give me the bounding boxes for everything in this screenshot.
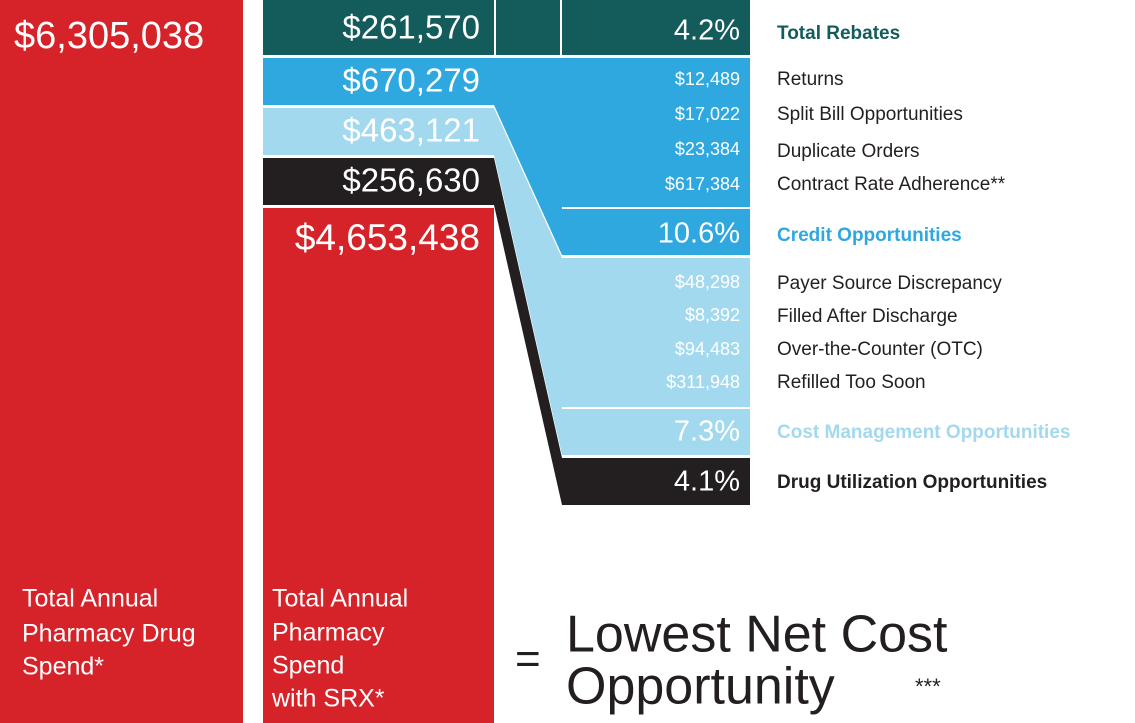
group-percent: 4.1% — [674, 466, 740, 498]
group-box — [562, 0, 750, 55]
connector — [496, 0, 560, 55]
result-line: Lowest Net Cost — [566, 606, 948, 664]
item-value: $94,483 — [675, 339, 740, 359]
group-box — [562, 258, 750, 455]
group-box — [562, 458, 750, 505]
total-spend-amount: $6,305,038 — [14, 15, 204, 57]
group-percent: 4.2% — [674, 15, 740, 47]
item-value: $48,298 — [675, 272, 740, 292]
group-title: Drug Utilization Opportunities — [777, 472, 1047, 493]
connector — [494, 158, 562, 505]
segment — [263, 0, 494, 55]
total-spend-label: Spend* — [22, 653, 104, 681]
group-title: Total Rebates — [777, 23, 900, 44]
item-value: $311,948 — [666, 372, 740, 392]
item-value: $8,392 — [685, 305, 740, 325]
item-label: Payer Source Discrepancy — [777, 273, 1002, 294]
group-percent: 7.3% — [674, 416, 740, 448]
segment-value: $261,570 — [342, 9, 480, 46]
srx-bar — [263, 208, 494, 723]
segment-value: $670,279 — [342, 62, 480, 99]
segment — [263, 58, 494, 105]
group-title: Credit Opportunities — [777, 225, 962, 246]
item-value: $23,384 — [675, 139, 740, 159]
item-label: Returns — [777, 69, 844, 90]
group-box — [562, 58, 750, 255]
segment — [263, 158, 494, 205]
total-spend-bar — [0, 0, 243, 723]
item-value: $617,384 — [665, 174, 740, 194]
connector — [494, 108, 562, 455]
item-label: Duplicate Orders — [777, 141, 920, 162]
srx-label: Spend — [272, 652, 344, 680]
srx-label: Pharmacy — [272, 619, 385, 647]
srx-amount: $4,653,438 — [295, 217, 480, 258]
item-value: $17,022 — [675, 104, 740, 124]
group-percent: 10.6% — [658, 218, 740, 250]
group-title: Cost Management Opportunities — [777, 422, 1070, 443]
total-spend-label: Total Annual — [22, 585, 158, 613]
item-label: Split Bill Opportunities — [777, 104, 963, 125]
item-label: Over-the-Counter (OTC) — [777, 339, 983, 360]
segment — [263, 108, 494, 155]
equals-sign: = — [515, 635, 541, 684]
item-label: Filled After Discharge — [777, 306, 958, 327]
total-spend-label: Pharmacy Drug — [22, 620, 196, 648]
srx-label: Total Annual — [272, 585, 408, 613]
segment-value: $463,121 — [342, 112, 480, 149]
connector — [494, 58, 562, 255]
segment-value: $256,630 — [342, 162, 480, 199]
item-value: $12,489 — [675, 69, 740, 89]
result-note: *** — [915, 674, 941, 699]
result-line: Opportunity — [566, 658, 835, 716]
item-label: Refilled Too Soon — [777, 372, 926, 393]
item-label: Contract Rate Adherence** — [777, 174, 1006, 195]
srx-label: with SRX* — [271, 685, 385, 713]
